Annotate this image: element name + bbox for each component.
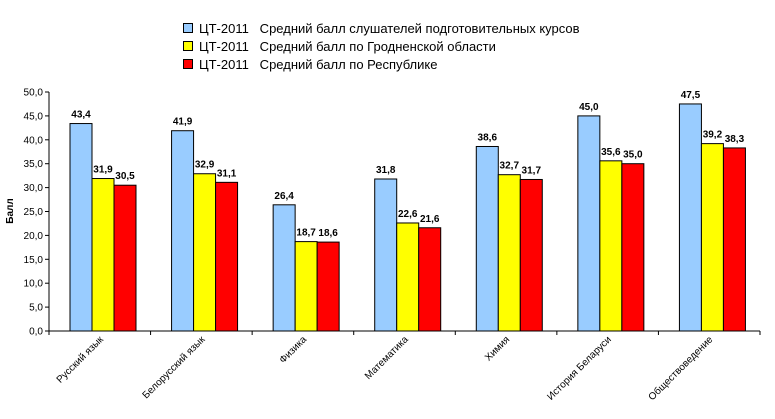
bar-value-label: 22,6: [398, 209, 418, 220]
bar-value-label: 38,6: [478, 132, 498, 143]
bar-value-label: 31,1: [217, 168, 237, 179]
bar: [418, 227, 442, 332]
y-tick-label: 30,0: [24, 183, 44, 194]
bar-value-label: 41,9: [173, 117, 193, 128]
y-tick-label: 25,0: [24, 207, 44, 218]
data-labels: 43,4 31,930,5 41,9 32,931,1 26,4 18,7 18,6 31,8…: [71, 90, 744, 239]
y-tick-label: 5,0: [29, 303, 43, 314]
bar: [497, 174, 521, 332]
bar-value-label: 35,0: [623, 150, 643, 161]
y-tick-label: 50,0: [24, 88, 44, 99]
bar: [91, 178, 115, 332]
bar-value-label: 35,6: [601, 147, 621, 158]
bar: [193, 173, 217, 332]
y-tick-label: 15,0: [24, 255, 44, 266]
bar: [374, 178, 398, 332]
bar-value-label: 26,4: [274, 191, 294, 202]
y-tick-label: 45,0: [24, 111, 44, 122]
bar: [113, 184, 137, 332]
bar: [69, 123, 93, 332]
y-tick-label: 20,0: [24, 231, 44, 242]
legend-swatch-courses: [183, 23, 193, 33]
y-tick-label: 35,0: [24, 159, 44, 170]
legend-item: ЦТ-2011 Средний балл слушателей подготов…: [183, 19, 580, 37]
bar-value-label: 31,7: [522, 165, 542, 176]
bar-value-label: 18,6: [318, 228, 338, 239]
x-tick-label: Химия: [483, 334, 512, 363]
bar: [678, 103, 702, 332]
bar-value-label: 31,8: [376, 165, 396, 176]
bar: [396, 222, 420, 332]
y-axis-title: Балл: [5, 198, 16, 223]
x-axis-ticks: Русский язык Белорусский язык Физика Матема…: [48, 331, 761, 403]
bar: [519, 178, 543, 332]
bar-value-label: 30,5: [115, 171, 135, 182]
y-tick-label: 40,0: [24, 135, 44, 146]
bars: [69, 103, 746, 332]
bar-value-label: 32,7: [500, 161, 520, 172]
x-tick-label: Обществоведение: [646, 333, 716, 403]
legend-item: ЦТ-2011 Средний балл по Республике: [183, 55, 580, 73]
legend-swatch-republic: [183, 59, 193, 69]
bar-value-label: 38,3: [725, 134, 745, 145]
bar: [722, 147, 746, 332]
x-tick-label: Математика: [363, 334, 411, 382]
x-tick-label: Физика: [278, 334, 310, 366]
bar: [215, 181, 239, 332]
bar-value-label: 31,9: [93, 165, 113, 176]
legend-label: ЦТ-2011 Средний балл по Республике: [199, 56, 438, 72]
bar: [294, 241, 318, 332]
y-axis-ticks: 0,0 5,0 10,0 15,0 20,0 25,0 30,0 35,0 40,0 45,0 50…: [24, 88, 49, 338]
bar: [171, 130, 195, 332]
legend-item: ЦТ-2011 Средний балл по Гродненской обла…: [183, 37, 580, 55]
bar: [475, 145, 499, 332]
legend-label: ЦТ-2011 Средний балл по Гродненской обла…: [199, 38, 496, 54]
bar-value-label: 45,0: [579, 102, 599, 113]
bar: [621, 163, 645, 332]
bar: [700, 143, 724, 332]
bar-value-label: 32,9: [195, 160, 215, 171]
bar: [599, 160, 623, 332]
bar: [316, 241, 340, 332]
bar: [577, 115, 601, 332]
legend-swatch-grodno: [183, 41, 193, 51]
bar-value-label: 47,5: [681, 90, 701, 101]
bar-value-label: 21,6: [420, 214, 440, 225]
bar: [272, 204, 296, 332]
bar-value-label: 18,7: [296, 228, 316, 239]
x-tick-label: Русский язык: [55, 334, 107, 386]
bar-value-label: 39,2: [703, 130, 723, 141]
y-tick-label: 0,0: [29, 327, 43, 338]
legend: ЦТ-2011 Средний балл слушателей подготов…: [183, 19, 580, 73]
x-tick-label: Белорусский язык: [141, 334, 208, 401]
x-tick-label: История Беларуси: [545, 334, 613, 402]
legend-label: ЦТ-2011 Средний балл слушателей подготов…: [199, 20, 580, 36]
y-tick-label: 10,0: [24, 279, 44, 290]
bar-value-label: 43,4: [71, 110, 91, 121]
